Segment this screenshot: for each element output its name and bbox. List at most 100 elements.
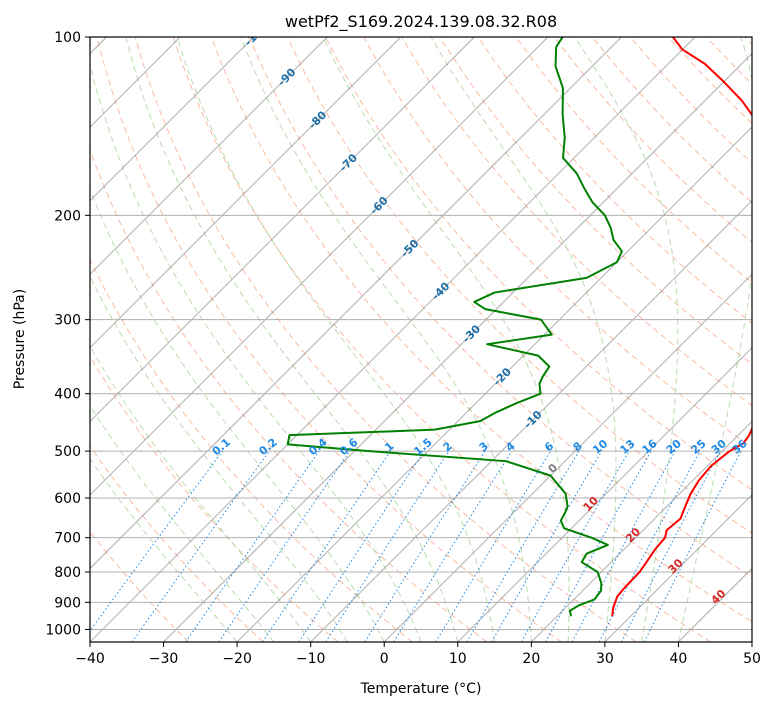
- x-tick-label: −20: [222, 651, 252, 667]
- dry-adiabat-line: [553, 37, 752, 244]
- isotherm-label-positive: 10: [581, 494, 601, 514]
- x-tick-label: −40: [75, 651, 105, 667]
- y-tick-label: 800: [54, 565, 81, 581]
- dry-adiabat-line: [210, 37, 752, 623]
- mixing-ratio-line: [90, 450, 223, 632]
- mixing-ratio-line: [262, 450, 391, 642]
- mixing-ratio-label: 0.1: [210, 436, 233, 458]
- mixing-ratio-label: 10: [590, 437, 610, 457]
- dry-adiabat-line: [515, 37, 752, 284]
- isotherm-line: [90, 37, 254, 202]
- y-tick-label: 600: [54, 491, 81, 507]
- dry-adiabat-line: [668, 37, 752, 125]
- profile-lines: [286, 37, 752, 617]
- moist-adiabat-line: [677, 37, 752, 642]
- dry-adiabat-line: [325, 37, 752, 491]
- mixing-ratio-label: 25: [688, 437, 708, 457]
- background-lines: [90, 37, 752, 642]
- y-tick-label: 900: [54, 595, 81, 611]
- dry-adiabat-line: [90, 445, 264, 642]
- x-tick-label: −30: [149, 651, 179, 667]
- y-tick-label: 700: [54, 531, 81, 547]
- isotherm-label-positive: 40: [708, 587, 728, 607]
- dry-adiabat-line: [96, 37, 562, 642]
- y-tick-label: 500: [54, 444, 81, 460]
- mixing-ratio-label: 0.4: [306, 435, 330, 458]
- dry-adiabat-line: [90, 531, 190, 642]
- moist-adiabat-line: [90, 188, 385, 642]
- dry-adiabat-line: [134, 37, 637, 642]
- isotherm-line: [163, 52, 752, 642]
- dry-adiabat-line: [90, 355, 339, 642]
- x-tick-label: 10: [449, 651, 467, 667]
- isotherm-line: [531, 420, 752, 642]
- dry-adiabat-line: [439, 37, 752, 365]
- mixing-ratio-label: 13: [618, 437, 638, 457]
- mixing-ratio-line: [131, 450, 270, 642]
- dry-adiabat-line: [591, 37, 752, 204]
- isotherm-line: [751, 641, 752, 642]
- dewpoint-profile-line: [286, 37, 623, 617]
- isotherm-label: -100: [242, 20, 271, 49]
- x-tick-label: 20: [522, 651, 540, 667]
- isotherm-line: [90, 37, 622, 570]
- moist-adiabat-line: [240, 37, 532, 642]
- isotherm-line: [90, 37, 696, 642]
- mixing-ratio-line: [521, 450, 630, 642]
- x-axis-title: Temperature (°C): [360, 681, 482, 697]
- isotherm-line: [457, 347, 752, 642]
- y-tick-label: 1000: [45, 622, 81, 638]
- y-axis-title: Pressure (hPa): [12, 289, 28, 389]
- isotherm-line: [90, 37, 328, 275]
- y-tick-label: 300: [54, 313, 81, 329]
- chart-title: wetPf2_S169.2024.139.08.32.R08: [285, 12, 557, 32]
- mixing-ratio-line: [185, 450, 320, 642]
- temperature-profile-line: [611, 37, 752, 617]
- mixing-ratio-line: [466, 450, 580, 642]
- moist-adiabat-line: [90, 62, 422, 642]
- mixing-ratio-line: [545, 450, 652, 642]
- moist-adiabat-line: [574, 37, 679, 642]
- mixing-ratio-line: [218, 450, 351, 642]
- isotherm-line: [310, 200, 752, 642]
- y-tick-label: 100: [54, 30, 81, 46]
- mixing-ratio-label: 3: [477, 439, 491, 454]
- mixing-ratio-label: 0.2: [256, 436, 279, 458]
- isotherm-line: [678, 567, 752, 642]
- dry-adiabat-line: [248, 37, 752, 578]
- x-axis: −40 −30 −20 −10 0 10 20 30 40 50: [75, 642, 761, 667]
- mixing-ratio-label: 16: [640, 437, 660, 457]
- y-tick-label: 200: [54, 208, 81, 224]
- moist-adiabat-line: [322, 37, 570, 642]
- y-tick-label: 400: [54, 387, 81, 403]
- dry-adiabat-line: [286, 37, 752, 534]
- dry-adiabat-line: [90, 148, 488, 642]
- dry-adiabat-line: [172, 37, 712, 642]
- isotherm-label-positive: 30: [666, 556, 686, 576]
- line-labels: 0.1 0.2 0.4 0.6 1 1.5 2 3 4 6 8 10 13 16 20 25 30 36-100-…: [210, 20, 750, 607]
- dry-adiabat-line: [706, 37, 752, 85]
- isotherm-line: [604, 494, 752, 642]
- isotherm-line: [236, 126, 752, 642]
- x-tick-label: 0: [380, 651, 389, 667]
- mixing-ratio-line: [298, 450, 425, 642]
- moist-adiabat-line: [125, 37, 459, 642]
- isotherm-line: [90, 37, 549, 496]
- mixing-ratio-line: [364, 450, 486, 642]
- mixing-ratio-label: 6: [542, 439, 556, 454]
- moist-adiabat-line: [90, 458, 238, 642]
- mixing-ratio-line: [643, 450, 742, 642]
- mixing-ratio-line: [571, 450, 676, 642]
- dry-adiabat-line: [629, 37, 752, 164]
- dry-adiabat-line: [90, 258, 413, 642]
- mixing-ratio-line: [598, 450, 701, 642]
- isotherm-line: [90, 37, 402, 349]
- moist-adiabat-line: [90, 275, 348, 642]
- dry-adiabat-line: [744, 37, 752, 46]
- mixing-ratio-label: 4: [503, 439, 517, 454]
- mixing-ratio-line: [325, 450, 450, 642]
- moist-adiabat-line: [90, 404, 275, 642]
- x-tick-label: 50: [743, 651, 761, 667]
- x-tick-label: −10: [296, 651, 326, 667]
- isotherm-line: [383, 273, 752, 642]
